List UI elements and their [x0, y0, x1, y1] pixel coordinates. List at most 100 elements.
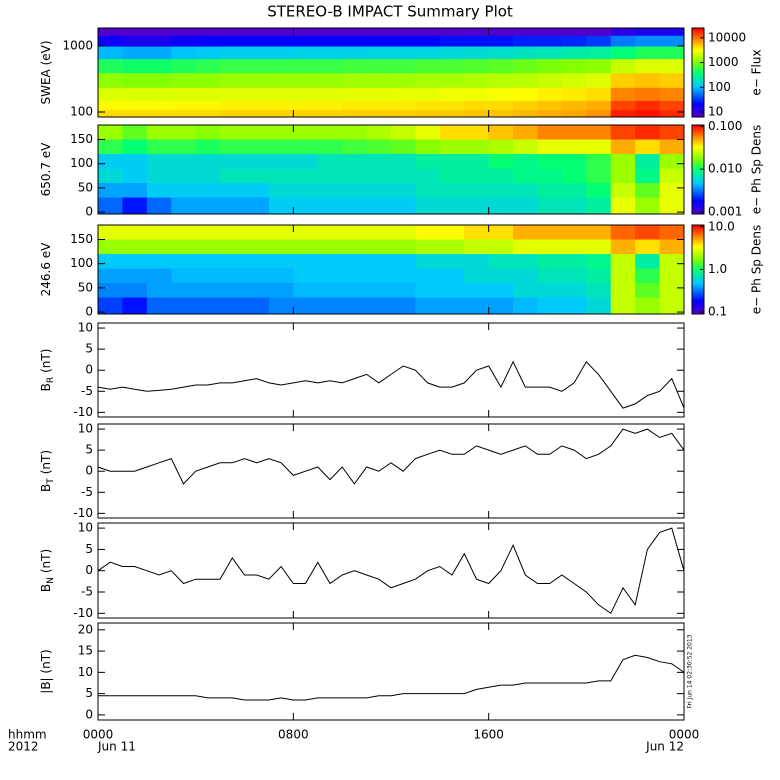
colorbar-tick-label: 10.0 [708, 219, 735, 233]
colorbar-tick-label: 10 [708, 105, 723, 119]
spectrogram-cell [122, 59, 148, 74]
spectrogram-cell [195, 139, 221, 155]
colorbar-swatch [692, 60, 704, 63]
spectrogram-cell [366, 100, 392, 111]
spectrogram-cell [342, 59, 368, 74]
spectrogram-cell [122, 28, 148, 37]
colorbar-swatch [692, 168, 704, 170]
spectrogram-cell [488, 73, 514, 89]
colorbar-swatch [692, 103, 704, 106]
y-tick-label: 0 [85, 563, 93, 577]
spectrogram-cell [537, 46, 563, 60]
spectrogram-cell [415, 73, 441, 89]
colorbar-swatch [692, 135, 704, 138]
spectrogram-cell [488, 197, 514, 215]
spectrogram-cell [488, 28, 514, 37]
spectrogram-cell [122, 100, 148, 111]
spectrogram-cell [122, 154, 148, 170]
spectrogram-cell [171, 110, 197, 118]
spectrogram-cell [586, 46, 612, 60]
spectrogram-cell [488, 239, 514, 255]
spectrogram-cell [659, 154, 685, 170]
colorbar-swatch [692, 209, 704, 212]
spectrogram-cell [610, 254, 636, 270]
y-tick-label: -5 [81, 384, 93, 398]
spectrogram-cell [146, 239, 172, 255]
colorbar-swatch [692, 47, 704, 50]
spectrogram-cell [244, 197, 270, 215]
spectrogram-cell [415, 139, 441, 155]
spectrogram-cell [342, 254, 368, 270]
spectrogram-cell [268, 35, 294, 48]
spectrogram-cell [244, 239, 270, 255]
spectrogram-cell [317, 28, 343, 37]
spectrogram-cell [586, 297, 612, 315]
spectrogram-cell [317, 183, 343, 199]
spectrogram-cell [586, 125, 612, 141]
date-label: Jun 11 [97, 740, 136, 754]
spectrogram-cell [98, 168, 123, 184]
spectrogram-cell [268, 168, 294, 184]
colorbar-swatch [692, 270, 704, 273]
y-tick-label: -5 [81, 585, 93, 599]
colorbar-swatch [692, 28, 704, 30]
spectrogram-cell [415, 46, 441, 60]
spectrogram-cell [415, 254, 441, 270]
spectrogram-cell [293, 46, 319, 60]
spectrogram-cell [415, 100, 441, 111]
spectrogram-cell [122, 139, 148, 155]
spectrogram-cell [195, 35, 221, 48]
spectrogram-cell [293, 59, 319, 74]
spectrogram-cell [317, 154, 343, 170]
spectrogram-cell [98, 59, 123, 74]
spectrogram-cell [195, 239, 221, 255]
colorbar-swatch [692, 96, 704, 99]
y-tick-label: 15 [78, 644, 93, 658]
spectrogram-cell [659, 59, 685, 74]
spectrogram-cell [317, 197, 343, 215]
colorbar-swatch [692, 272, 704, 275]
colorbar-swatch [692, 129, 704, 132]
y-tick-label: 100 [70, 156, 93, 170]
spectrogram-cell [171, 183, 197, 199]
colorbar-swatch [692, 85, 704, 88]
colorbar-swatch [692, 288, 704, 291]
colorbar-swatch [692, 226, 704, 229]
spectrogram-cell [439, 297, 465, 315]
spectrogram-cell [586, 254, 612, 270]
spectrogram-cell [561, 183, 587, 199]
colorbar-swatch [692, 79, 704, 82]
spectrogram-cell [293, 283, 319, 299]
y-tick-label: 10 [78, 521, 93, 535]
spectrogram-cell [293, 87, 319, 102]
spectrogram-cell [635, 254, 661, 270]
spectrogram-cell [122, 268, 148, 284]
spectrogram-cell [513, 283, 538, 299]
spectrogram-cell [366, 283, 392, 299]
spectrogram-cell [488, 225, 514, 241]
colorbar-swatch [692, 232, 704, 235]
spectrogram-cell [220, 110, 245, 118]
spectrogram-cell [146, 168, 172, 184]
colorbar-swatch [692, 242, 704, 245]
spectrogram-cell [220, 28, 245, 37]
spectrogram-cell [659, 297, 685, 315]
spectrogram-cell [488, 139, 514, 155]
spectrogram-cell [293, 154, 319, 170]
spectrogram-cell [171, 87, 197, 102]
colorbar-swatch [692, 281, 704, 284]
spectrogram-cell [195, 110, 221, 118]
spectrogram-cell [391, 110, 416, 118]
spectrogram-cell [171, 225, 197, 241]
year-label: 2012 [8, 740, 39, 754]
spectrogram-cell [244, 225, 270, 241]
spectrogram-cell [513, 87, 538, 102]
spectrogram-cell [464, 46, 490, 60]
spectrogram-cell [391, 283, 416, 299]
colorbar-swatch [692, 73, 704, 76]
spectrogram-cell [122, 168, 148, 184]
colorbar-swatch [692, 112, 704, 115]
spectrogram-cell [464, 254, 490, 270]
spectrogram-cell [561, 110, 587, 118]
y-tick-label: 0 [85, 205, 93, 219]
